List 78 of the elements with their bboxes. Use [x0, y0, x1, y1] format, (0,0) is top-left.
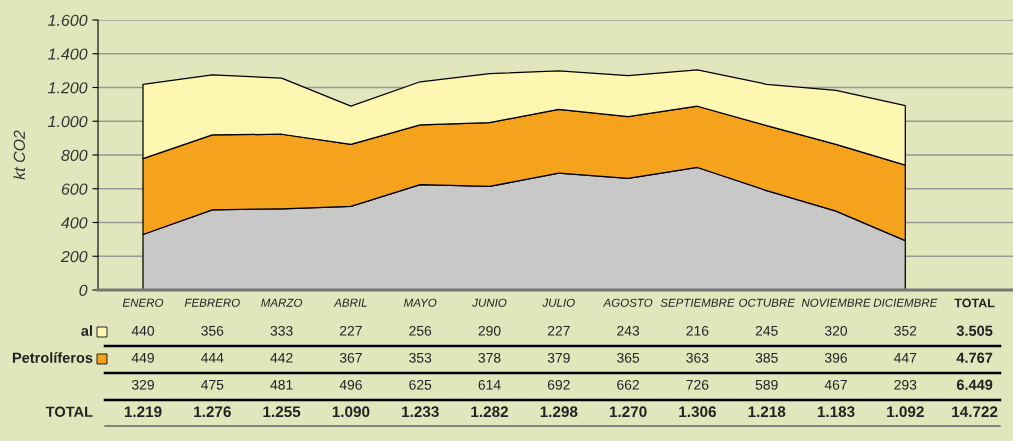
text: 1.090 — [332, 406, 370, 418]
data-label: 293 — [894, 379, 917, 390]
data-label: 444 — [201, 353, 224, 363]
y-tick-label: 1.200 — [48, 82, 88, 94]
x-tick-label: MAYO — [404, 298, 437, 307]
data-label: 379 — [547, 352, 570, 363]
data-label: 290 — [478, 325, 501, 336]
y-tick-label: 0 — [79, 284, 88, 296]
x-tick-label: JULIO — [542, 298, 575, 307]
x-tick-label: OCTUBRE — [739, 298, 795, 307]
data-label: 467 — [824, 379, 847, 390]
text: 1.092 — [887, 406, 924, 418]
x-tick-label: NOVIEMBRE — [801, 298, 871, 307]
y-tick-label: 800 — [61, 149, 88, 161]
data-label: 447 — [894, 353, 917, 363]
data-label: 449 — [131, 352, 154, 363]
text: 6.449 — [956, 379, 993, 390]
text: 1.298 — [540, 406, 578, 418]
data-label: 662 — [617, 379, 639, 390]
text: 4.767 — [956, 352, 993, 363]
data-label: 329 — [131, 379, 154, 390]
y-tick-label: 400 — [61, 217, 88, 229]
data-label: 320 — [824, 325, 848, 336]
data-label: 396 — [824, 352, 847, 363]
y-tick-label: 1.600 — [48, 14, 88, 26]
data-label: 589 — [755, 379, 778, 390]
x-tick-label: JUNIO — [472, 298, 507, 307]
x-tick-label: DICIEMBRE — [873, 298, 938, 307]
text: 1.255 — [263, 406, 301, 418]
data-label: 352 — [894, 325, 917, 336]
x-tick-label: SEPTIEMBRE — [660, 298, 735, 307]
x-tick-label: ABRIL — [333, 298, 367, 307]
text: 1.183 — [817, 406, 855, 418]
text: 1.276 — [194, 406, 231, 418]
x-tick-label: AGOSTO — [602, 298, 653, 307]
data-label: 692 — [547, 379, 570, 390]
legend-label: al — [81, 325, 92, 336]
data-label: 216 — [686, 325, 709, 336]
data-label: 243 — [617, 325, 640, 336]
text: 1.282 — [471, 406, 509, 418]
y-axis-title: kt CO2 — [13, 130, 26, 180]
y-tick-label: 1.400 — [48, 48, 88, 60]
data-label: 442 — [270, 352, 293, 363]
text: TOTAL — [954, 298, 995, 308]
text: 1.218 — [748, 406, 786, 418]
x-tick-label: MARZO — [261, 298, 303, 307]
text: TOTAL — [45, 406, 93, 417]
text: 3.505 — [956, 325, 993, 336]
y-tick-label: 600 — [61, 183, 88, 195]
data-label: 481 — [270, 379, 293, 390]
x-tick-label: ENERO — [122, 298, 164, 307]
data-label: 726 — [686, 379, 709, 390]
data-label: 475 — [201, 380, 224, 390]
data-label: 245 — [755, 325, 778, 336]
data-label: 227 — [340, 325, 362, 336]
y-tick-label: 200 — [60, 250, 88, 263]
text: 1.270 — [609, 406, 647, 418]
data-label: 256 — [409, 325, 432, 336]
data-label: 363 — [686, 352, 709, 363]
text: 1.233 — [402, 406, 439, 418]
data-label: 496 — [339, 379, 362, 390]
data-label: 365 — [617, 352, 640, 363]
data-label: 614 — [478, 379, 501, 390]
text: 1.219 — [124, 406, 162, 418]
data-label: 333 — [270, 325, 293, 336]
text: 1.306 — [679, 406, 716, 418]
data-label: 625 — [409, 379, 432, 390]
data-label: 378 — [478, 352, 501, 363]
data-label: 227 — [547, 325, 570, 336]
data-label: 440 — [131, 325, 155, 336]
data-label: 353 — [409, 352, 432, 363]
data-label: 385 — [755, 352, 778, 363]
data-label: 356 — [201, 325, 224, 336]
data-label: 367 — [339, 352, 362, 363]
y-tick-label: 1.000 — [48, 115, 88, 128]
legend-label: Petrolíferos — [12, 352, 93, 363]
x-tick-label: FEBRERO — [184, 298, 240, 307]
text: 14.722 — [952, 406, 998, 417]
